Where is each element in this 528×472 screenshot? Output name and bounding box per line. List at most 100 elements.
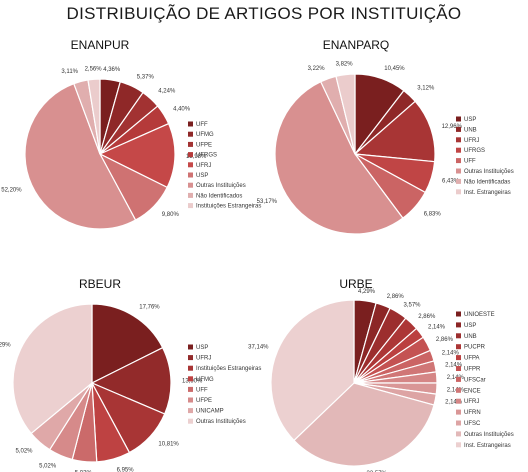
legend-swatch-enanpur-uff	[188, 121, 193, 127]
legend-label-urbe-usp: USP	[464, 323, 476, 329]
data-label-enanparq-ufrgs: 6,43%	[442, 179, 460, 185]
data-label-enanpur-ufmg: 5,37%	[137, 74, 155, 80]
data-label-urbe-unioeste: 4,29%	[358, 289, 376, 295]
data-label-enanparq-nao-identificadas: 3,22%	[308, 66, 326, 72]
legend-label-urbe-ufrj: UFRJ	[464, 399, 479, 405]
legend-label-rbeur-outras-instituicoes: Outras Instituições	[196, 419, 246, 425]
legend-swatch-enanpur-ufpe	[188, 141, 193, 147]
legend-swatch-urbe-ufpr	[456, 366, 461, 371]
pie-slice-rbeur-usp	[91, 303, 164, 384]
legend-swatch-urbe-ufrj	[456, 398, 461, 404]
data-label-rbeur-usp: 17,76%	[139, 304, 160, 310]
data-label-enanparq-unb: 3,12%	[417, 86, 435, 92]
data-label-enanpur-ufrj: 13,98%	[186, 154, 207, 160]
legend-swatch-enanparq-uff	[456, 158, 461, 164]
chart-title-rbeur: RBEUR	[78, 277, 121, 291]
legend-swatch-rbeur-outras-instituicoes	[188, 418, 193, 424]
legend-swatch-urbe-pucpr	[456, 344, 461, 350]
legend-swatch-rbeur-ufmg	[188, 376, 193, 382]
legend-swatch-enanpur-ufrgs	[188, 152, 193, 158]
legend-label-rbeur-usp: USP	[196, 345, 208, 351]
legend-label-enanparq-outras-instituicoes: Outras Instituições	[464, 169, 514, 175]
legend-label-enanpur-instituicoes-estrangeiras: Instituições Estrangeiras	[196, 204, 261, 210]
legend-label-rbeur-unicamp: UNICAMP	[196, 409, 224, 415]
legend-swatch-rbeur-unicamp	[188, 408, 193, 414]
data-label-urbe-usp: 2,86%	[387, 294, 405, 300]
legend-label-enanpur-uff: UFF	[196, 122, 208, 128]
legend-label-urbe-inst-estrangeiras: Inst. Estrangeiras	[464, 443, 511, 449]
legend-swatch-enanparq-usp	[456, 116, 461, 122]
legend-swatch-urbe-unioeste	[456, 311, 461, 317]
main-title: DISTRIBUIÇÃO DE ARTIGOS POR INSTITUIÇÃO	[66, 4, 462, 23]
data-label-enanpur-nao-identificados: 3,11%	[61, 69, 78, 75]
data-label-enanpur-outras-instituicoes: 52,20%	[1, 188, 22, 194]
legend-swatch-enanpur-usp	[188, 172, 193, 178]
chart-title-enanpur: ENANPUR	[70, 38, 130, 52]
data-label-urbe-ufsc: 2,14%	[445, 400, 463, 406]
legend-swatch-urbe-ufpa	[456, 355, 461, 361]
pie-slice-enanparq-outras-instituicoes	[274, 80, 404, 235]
legend-label-rbeur-ufrj: UFRJ	[196, 356, 211, 362]
legend-label-enanparq-unb: UNB	[464, 127, 477, 133]
legend-swatch-urbe-usp	[456, 322, 461, 328]
data-label-urbe-ufrj: 2,14%	[447, 375, 465, 381]
data-label-rbeur-instituicoes-estrangeiras: 10,81%	[158, 442, 179, 448]
data-label-urbe-ufscar: 2,14%	[442, 350, 460, 356]
data-label-urbe-ufpr: 2,86%	[436, 337, 454, 343]
data-label-enanparq-outras-instituicoes: 53,17%	[257, 199, 278, 205]
legend-swatch-enanpur-outras-instituicoes	[188, 182, 193, 188]
data-label-urbe-ence: 2,14%	[445, 362, 463, 368]
data-label-enanpur-ufpe: 4,24%	[158, 89, 176, 95]
legend-label-enanpur-outras-instituicoes: Outras Instituições	[196, 183, 246, 189]
legend-label-enanpur-ufrgs: UFRGS	[196, 153, 217, 159]
legend-swatch-enanparq-inst-estrangeiras	[456, 189, 461, 195]
legend-swatch-rbeur-instituicoes-estrangeiras	[188, 365, 193, 371]
legend-label-urbe-ufpr: UFPR	[464, 367, 481, 373]
legend-swatch-urbe-ufrn	[456, 409, 461, 415]
legend-swatch-enanpur-nao-identificados	[188, 192, 193, 198]
pie-slice-rbeur-ufrj	[90, 346, 172, 415]
data-label-urbe-unb: 3,57%	[404, 302, 422, 308]
legend-swatch-enanpur-instituicoes-estrangeiras	[188, 203, 193, 209]
legend-label-rbeur-instituicoes-estrangeiras: Instituições Estrangeiras	[196, 366, 261, 372]
legend-label-urbe-unb: UNB	[464, 334, 477, 340]
legend-swatch-rbeur-ufrj	[188, 355, 193, 361]
legend-label-rbeur-ufpe: UFPE	[196, 398, 212, 404]
legend-label-urbe-ufscar: UFSCar	[464, 377, 486, 383]
pie-slice-enanparq-inst-estrangeiras	[335, 73, 356, 155]
chart-title-enanparq: ENANPARQ	[322, 38, 390, 52]
legend-swatch-urbe-unb	[456, 333, 461, 339]
legend-swatch-enanpur-ufrj	[188, 162, 193, 168]
legend-swatch-rbeur-ufpe	[188, 397, 193, 403]
pie-slice-enanpur-instituicoes-estrangeiras	[87, 78, 101, 155]
data-label-enanpur-ufrgs: 4,40%	[173, 107, 191, 113]
legend-label-enanparq-nao-identificadas: Não Identificadas	[464, 179, 510, 185]
legend-swatch-enanparq-nao-identificadas	[456, 178, 461, 184]
legend-label-urbe-ufpa: UFPA	[464, 356, 480, 362]
pie-slice-enanparq-ufrj	[353, 100, 436, 163]
legend-swatch-rbeur-uff	[188, 386, 193, 392]
pie-slice-enanpur-ufrj	[98, 122, 176, 189]
data-label-enanpur-uff: 4,36%	[103, 67, 121, 73]
legend-swatch-enanparq-ufrj	[456, 137, 461, 143]
legend-label-urbe-pucpr: PUCPR	[464, 345, 486, 351]
data-label-enanpur-instituicoes-estrangeiras: 2,56%	[85, 66, 103, 72]
pie-slice-urbe-outras-instituicoes	[293, 382, 435, 467]
legend-swatch-urbe-inst-estrangeiras	[456, 442, 461, 448]
data-label-enanparq-inst-estrangeiras: 3,82%	[336, 62, 354, 68]
legend-label-urbe-unioeste: UNIOESTE	[464, 312, 495, 318]
data-label-enanparq-uff: 6,83%	[424, 212, 442, 218]
legend-swatch-urbe-ufscar	[456, 376, 461, 382]
legend-label-urbe-ufsc: UFSC	[464, 421, 481, 427]
pie-slice-urbe-inst-estrangeiras	[270, 299, 355, 442]
data-label-rbeur-outras-instituicoes: 36,29%	[0, 343, 11, 349]
legend-swatch-enanparq-outras-instituicoes	[456, 168, 461, 174]
data-label-enanpur-usp: 9,80%	[162, 212, 180, 218]
legend-label-urbe-outras-instituicoes: Outras Instituições	[464, 432, 514, 438]
legend-swatch-rbeur-usp	[188, 344, 193, 350]
legend-swatch-enanparq-unb	[456, 126, 461, 132]
legend-label-enanpur-nao-identificados: Não Identificados	[196, 193, 242, 199]
legend-label-rbeur-uff: UFF	[196, 387, 208, 393]
legend-label-enanpur-ufmg: UFMG	[196, 132, 214, 138]
legend-label-urbe-ufrn: UFRN	[464, 410, 481, 416]
